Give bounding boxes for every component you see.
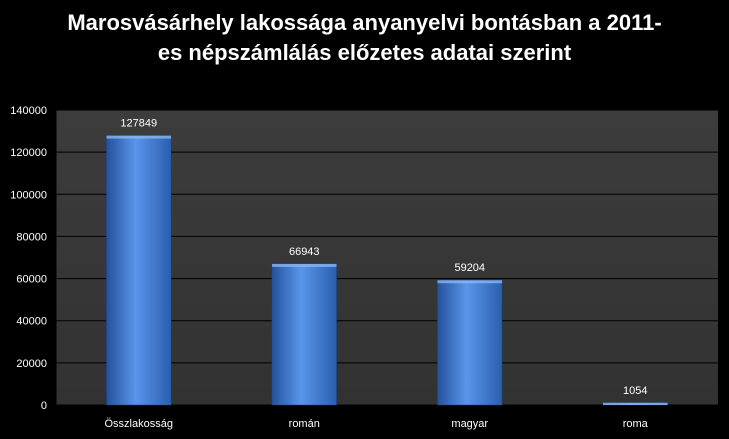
bar-highlight bbox=[271, 263, 337, 267]
x-tick-label: magyar bbox=[451, 418, 488, 430]
chart-title: Marosvásárhely lakossága anyanyelvi bont… bbox=[0, 8, 729, 68]
x-tick-label: roma bbox=[623, 418, 649, 430]
y-axis-ticks: 0 20000 40000 60000 80000 100000 120000 140000 bbox=[10, 105, 56, 412]
x-tick-label: Összlakosság bbox=[105, 418, 173, 430]
y-tick-label: 140000 bbox=[10, 105, 47, 117]
data-label: 1054 bbox=[623, 385, 647, 397]
data-labels: 127849 66943 59204 1054 bbox=[120, 118, 647, 397]
bar bbox=[106, 135, 172, 406]
data-label: 66943 bbox=[289, 246, 320, 258]
chart-title-line-2: es népszámlálás előzetes adatai szerint bbox=[157, 40, 572, 65]
x-tick-label: román bbox=[289, 418, 320, 430]
y-tick-label: 0 bbox=[41, 400, 47, 412]
bars bbox=[106, 135, 668, 406]
bar bbox=[271, 263, 337, 406]
y-tick-label: 60000 bbox=[16, 274, 47, 286]
data-label: 59204 bbox=[454, 262, 485, 274]
y-tick-label: 100000 bbox=[10, 189, 47, 201]
bar bbox=[437, 279, 503, 406]
bar-highlight bbox=[106, 135, 172, 139]
bar-highlight bbox=[602, 402, 668, 405]
y-tick-label: 40000 bbox=[16, 316, 47, 328]
data-label: 127849 bbox=[120, 118, 157, 130]
y-tick-label: 80000 bbox=[16, 231, 47, 243]
chart-title-line-1: Marosvásárhely lakossága anyanyelvi bont… bbox=[67, 10, 662, 35]
y-tick-label: 120000 bbox=[10, 147, 47, 159]
y-tick-label: 20000 bbox=[16, 358, 47, 370]
bar-highlight bbox=[437, 280, 503, 284]
x-axis-ticks: Összlakosság román magyar roma bbox=[55, 405, 719, 430]
